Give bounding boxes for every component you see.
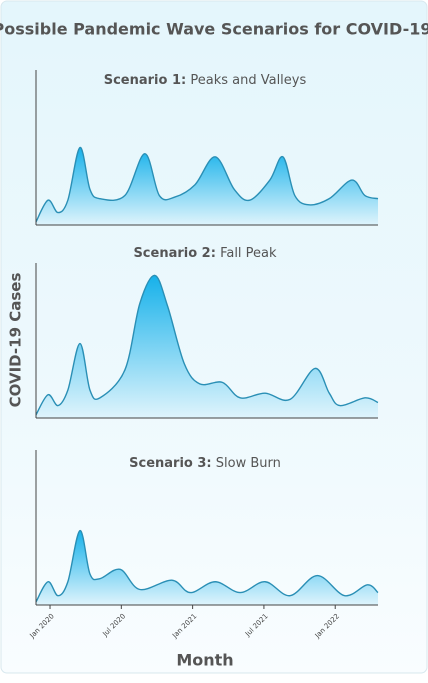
panel-title-text: Peaks and Valleys xyxy=(190,73,306,88)
area xyxy=(36,275,378,418)
x-axis-label: Month xyxy=(176,651,233,670)
area xyxy=(36,530,378,605)
y-axis-label: COVID-19 Cases xyxy=(7,273,25,408)
panel-title-bold: Scenario 1: xyxy=(104,73,186,88)
main-title: Possible Pandemic Wave Scenarios for COV… xyxy=(0,20,428,39)
line xyxy=(35,274,379,416)
panel-title: Scenario 2: Fall Peak xyxy=(133,246,277,261)
panel-title-bold: Scenario 2: xyxy=(133,246,215,261)
panel-title-text: Slow Burn xyxy=(216,456,281,471)
area xyxy=(36,147,378,225)
panel-title-bold: Scenario 3: xyxy=(129,456,211,471)
line xyxy=(35,529,379,603)
panel-title: Scenario 1: Peaks and Valleys xyxy=(104,73,307,88)
line xyxy=(35,146,379,223)
panel-title-text: Fall Peak xyxy=(220,246,277,261)
panel-title: Scenario 3: Slow Burn xyxy=(129,456,281,471)
